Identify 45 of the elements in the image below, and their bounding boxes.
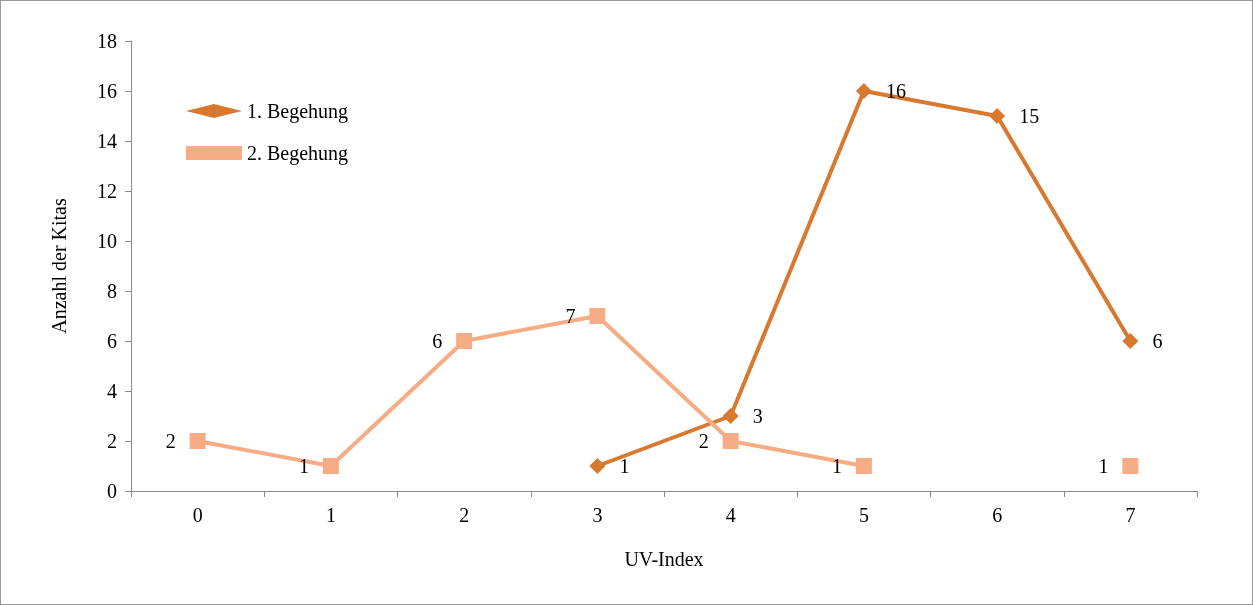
y-tick-label: 12 xyxy=(97,180,117,202)
point xyxy=(855,458,872,474)
x-tick-label: 7 xyxy=(1125,504,1136,526)
x-axis-title: UV-Index xyxy=(624,548,704,570)
x-tick-label: 2 xyxy=(459,504,470,526)
point xyxy=(989,108,1006,124)
y-tick-label: 4 xyxy=(107,380,117,402)
y-tick-label: 14 xyxy=(97,130,117,152)
data-label: 3 xyxy=(752,405,763,427)
y-tick-label: 18 xyxy=(97,30,117,52)
x-tick-label: 0 xyxy=(192,504,203,526)
x-tick-label: 1 xyxy=(325,504,336,526)
data-label: 7 xyxy=(565,305,576,327)
y-tick-label: 8 xyxy=(107,280,117,302)
data-label: 6 xyxy=(1152,330,1163,352)
point xyxy=(722,433,739,449)
y-tick-label: 2 xyxy=(107,430,117,452)
y-tick-label: 0 xyxy=(107,480,117,502)
x-tick-label: 3 xyxy=(592,504,603,526)
data-label: 1 xyxy=(831,455,842,477)
point xyxy=(722,408,739,424)
y-tick-label: 16 xyxy=(97,80,117,102)
y-axis-title: Anzahl der Kitas xyxy=(48,198,70,334)
y-tick-label: 10 xyxy=(97,230,117,252)
point xyxy=(589,458,606,474)
x-tick-label: 4 xyxy=(725,504,736,526)
legend-label: 1. Begehung xyxy=(247,100,349,123)
data-label: 2 xyxy=(165,430,176,452)
y-tick-label: 6 xyxy=(107,330,117,352)
point xyxy=(322,458,339,474)
data-label: 15 xyxy=(1019,105,1040,127)
data-label: 1 xyxy=(298,455,309,477)
data-label: 1 xyxy=(619,455,630,477)
data-label: 2 xyxy=(698,430,709,452)
x-tick-label: 5 xyxy=(858,504,869,526)
x-tick-label: 6 xyxy=(992,504,1003,526)
data-label: 1 xyxy=(1098,455,1109,477)
point xyxy=(189,433,206,449)
point xyxy=(456,333,473,349)
point xyxy=(1122,458,1139,474)
legend-label: 2. Begehung xyxy=(247,142,349,165)
point xyxy=(1122,333,1139,349)
data-label: 6 xyxy=(432,330,443,352)
point xyxy=(589,308,606,324)
point xyxy=(855,83,872,99)
